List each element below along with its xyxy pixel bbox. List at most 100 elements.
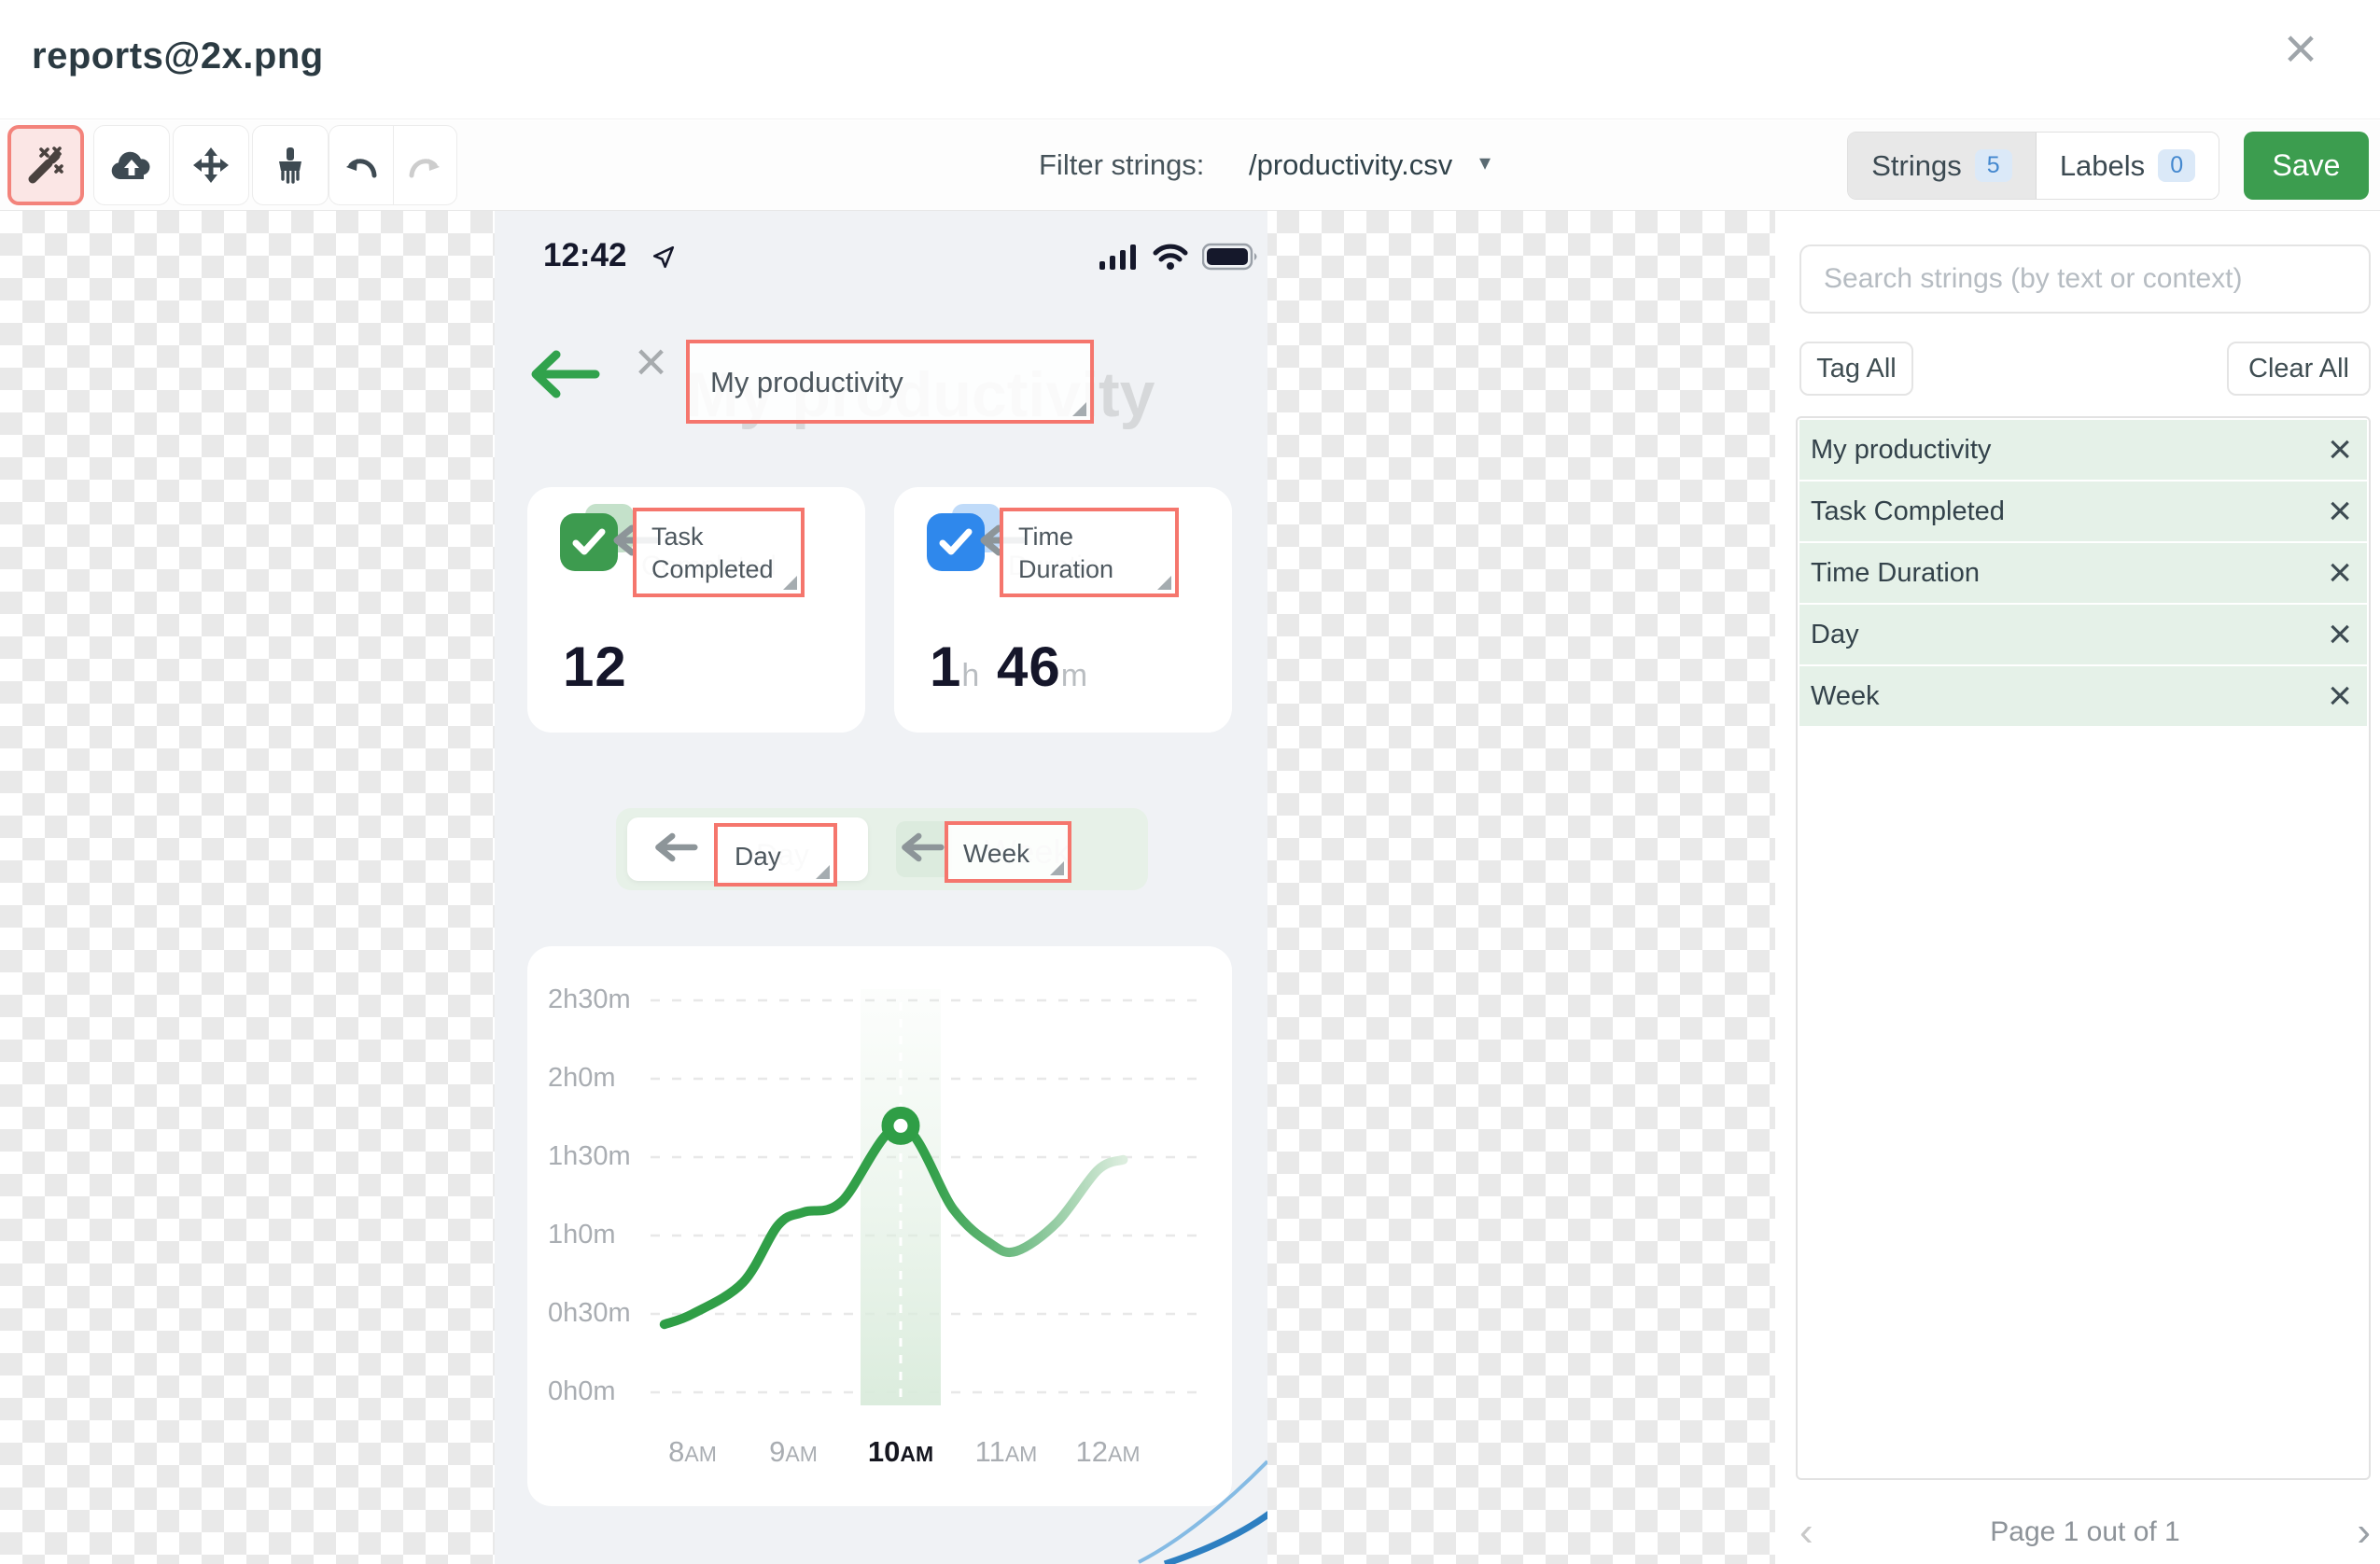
productivity-line-chart — [651, 989, 1197, 1405]
x-axis-label: 8AM — [668, 1435, 717, 1468]
pagination: ‹ Page 1 out of 1 › — [1799, 1509, 2371, 1555]
clear-all-button[interactable]: Clear All — [2227, 342, 2371, 396]
magic-wand-icon — [28, 147, 63, 184]
annotation-task-completed-text: Task Completed — [651, 523, 774, 583]
string-list-item[interactable]: My productivity × — [1799, 420, 2367, 480]
string-pointer-arrow-icon — [898, 832, 945, 867]
tab-strings-label: Strings — [1871, 148, 1962, 182]
highlighted-data-point — [881, 1106, 920, 1145]
save-button[interactable]: Save — [2244, 132, 2369, 200]
day-week-toggle: Day Week Day Week — [616, 808, 1148, 890]
annotation-box-week[interactable]: Week — [945, 821, 1071, 883]
resize-handle[interactable] — [1072, 402, 1086, 416]
upload-button[interactable] — [93, 125, 170, 205]
toolbar: Filter strings: /productivity.csv ▾ Stri… — [0, 120, 2380, 211]
remove-string-icon[interactable]: × — [2328, 550, 2352, 595]
resize-handle[interactable] — [816, 865, 830, 879]
string-list-item[interactable]: Week × — [1799, 666, 2367, 726]
undo-icon — [345, 159, 377, 178]
string-list-item[interactable]: Time Duration × — [1799, 543, 2367, 603]
annotation-box-title[interactable]: My productivity — [686, 340, 1094, 424]
redo-icon — [409, 159, 441, 178]
x-axis-label: 9AM — [769, 1435, 818, 1468]
remove-string-icon[interactable]: × — [2328, 488, 2352, 534]
blue-decorative-curves — [1138, 1459, 1267, 1564]
string-text: Time Duration — [1811, 557, 1981, 588]
minutes-unit: m — [1060, 658, 1089, 693]
annotation-box-task-completed[interactable]: Task Completed — [633, 508, 805, 597]
tab-group: Strings 5 Labels 0 — [1847, 132, 2219, 200]
task-check-icon — [560, 513, 618, 571]
hours-value: 1 — [930, 635, 962, 698]
x-axis-label: 12AM — [1075, 1435, 1141, 1468]
time-duration-card: Duration Time Duration 1h 46m — [894, 487, 1232, 733]
wifi-icon — [1153, 244, 1188, 270]
strings-count-badge: 5 — [1974, 149, 2012, 182]
y-axis-label: 0h0m — [548, 1376, 616, 1406]
remove-string-icon[interactable]: × — [2328, 611, 2352, 657]
annotation-box-day[interactable]: Day — [714, 823, 837, 887]
string-text: Week — [1811, 680, 1880, 711]
status-time: 12:42 — [543, 237, 627, 273]
undo-redo-group — [329, 125, 457, 205]
string-text: Day — [1811, 619, 1859, 649]
remove-string-icon[interactable]: × — [2328, 426, 2352, 472]
signal-icon — [1099, 244, 1136, 270]
time-check-icon — [927, 513, 985, 571]
move-icon — [193, 147, 229, 183]
move-button[interactable] — [173, 125, 249, 205]
string-pointer-arrow-icon — [651, 832, 698, 867]
cloud-upload-icon — [111, 151, 150, 179]
brush-button[interactable] — [252, 125, 329, 205]
strings-list: My productivity × Task Completed × Time Dura… — [1796, 416, 2371, 1480]
annotation-title-text: My productivity — [710, 366, 903, 398]
labels-count-badge: 0 — [2158, 149, 2196, 182]
string-text: Task Completed — [1811, 496, 2005, 526]
status-icons — [1099, 243, 1260, 271]
string-list-item[interactable]: Task Completed × — [1799, 482, 2367, 541]
remove-string-icon[interactable]: × — [2328, 673, 2352, 719]
redo-button[interactable] — [394, 126, 457, 204]
canvas-checkerboard[interactable]: 12:42 — [0, 211, 1775, 1564]
y-axis-label: 1h30m — [548, 1141, 631, 1171]
magic-wand-button[interactable] — [7, 125, 84, 205]
annotation-box-time-duration[interactable]: Time Duration — [1000, 508, 1179, 597]
x-axis-label: 11AM — [974, 1435, 1038, 1468]
productivity-chart-card: 2h30m 2h0m 1h30m 1h0m 0h30m 0h0m 8AM 9AM 10AM 11… — [527, 946, 1232, 1506]
resize-handle[interactable] — [1050, 861, 1064, 875]
deselect-string-icon[interactable]: × — [635, 330, 668, 393]
annotation-day-text: Day — [735, 842, 781, 871]
resize-handle[interactable] — [783, 576, 797, 590]
annotation-week-text: Week — [963, 839, 1030, 868]
annotation-time-duration-text: Time Duration — [1018, 523, 1114, 583]
tab-strings[interactable]: Strings 5 — [1848, 133, 2036, 199]
close-icon[interactable]: × — [2283, 17, 2318, 81]
task-completed-card: Completed Task Completed 12 — [527, 487, 865, 733]
x-axis-label: 10AM — [867, 1435, 934, 1468]
tab-labels[interactable]: Labels 0 — [2036, 133, 2219, 199]
minutes-value: 46 — [996, 635, 1061, 698]
strings-sidebar: Tag All Clear All My productivity×Task C… — [1775, 211, 2380, 1564]
string-list-item[interactable]: Day × — [1799, 605, 2367, 664]
tab-labels-label: Labels — [2059, 148, 2146, 182]
chevron-down-icon[interactable]: ▾ — [1479, 150, 1491, 175]
back-arrow-icon — [526, 347, 603, 406]
resize-handle[interactable] — [1157, 576, 1171, 590]
y-axis-label: 0h30m — [548, 1298, 631, 1328]
next-page-icon[interactable]: › — [2357, 1509, 2371, 1555]
prev-page-icon[interactable]: ‹ — [1799, 1509, 1813, 1555]
battery-icon — [1202, 243, 1257, 271]
phone-screenshot: 12:42 — [495, 211, 1267, 1564]
tasks-value: 12 — [563, 635, 627, 698]
header: reports@2x.png × — [0, 0, 2380, 119]
search-input[interactable] — [1799, 244, 2371, 314]
filter-file-dropdown[interactable]: /productivity.csv — [1249, 148, 1453, 181]
hours-unit: h — [961, 658, 981, 693]
y-axis-label: 2h0m — [548, 1063, 616, 1093]
undo-button[interactable] — [329, 126, 394, 204]
string-text: My productivity — [1811, 434, 1992, 465]
filter-strings-label: Filter strings: — [1039, 148, 1205, 181]
page-indicator: Page 1 out of 1 — [1990, 1516, 2180, 1547]
tag-all-button[interactable]: Tag All — [1799, 342, 1913, 396]
